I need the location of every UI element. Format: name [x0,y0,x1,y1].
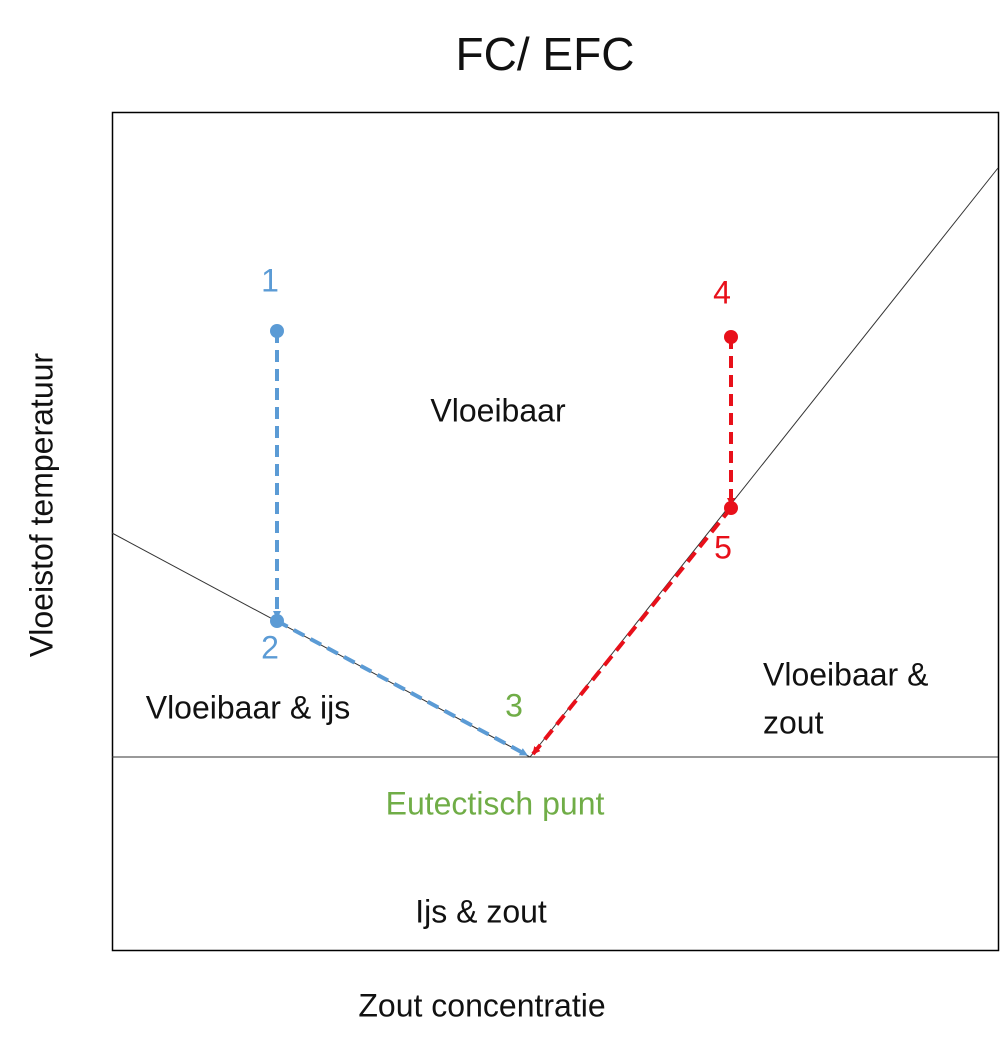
point-label: 5 [714,529,732,565]
point [724,501,738,515]
region-label: zout [763,704,824,740]
point [270,324,284,338]
point-label: 1 [261,262,279,298]
title: FC/ EFC [456,28,635,80]
x-axis-label: Zout concentratie [358,987,605,1023]
region-label: Ijs & zout [415,893,547,929]
region-label: Vloeibaar [430,392,566,428]
point-label: 3 [505,687,523,723]
path-5-3 [531,506,733,756]
path-2-3 [276,619,528,757]
liquidus-ice [111,532,531,758]
point-label: 4 [713,274,731,310]
point [724,330,738,344]
region-label: Vloeibaar & ijs [146,689,351,725]
eutectic-label: Eutectisch punt [386,785,605,821]
region-label: Vloeibaar & [763,656,928,692]
y-axis-label: Vloeistof temperatuur [23,353,59,658]
point [270,614,284,628]
point-label: 2 [261,629,279,665]
frame [111,111,1000,952]
